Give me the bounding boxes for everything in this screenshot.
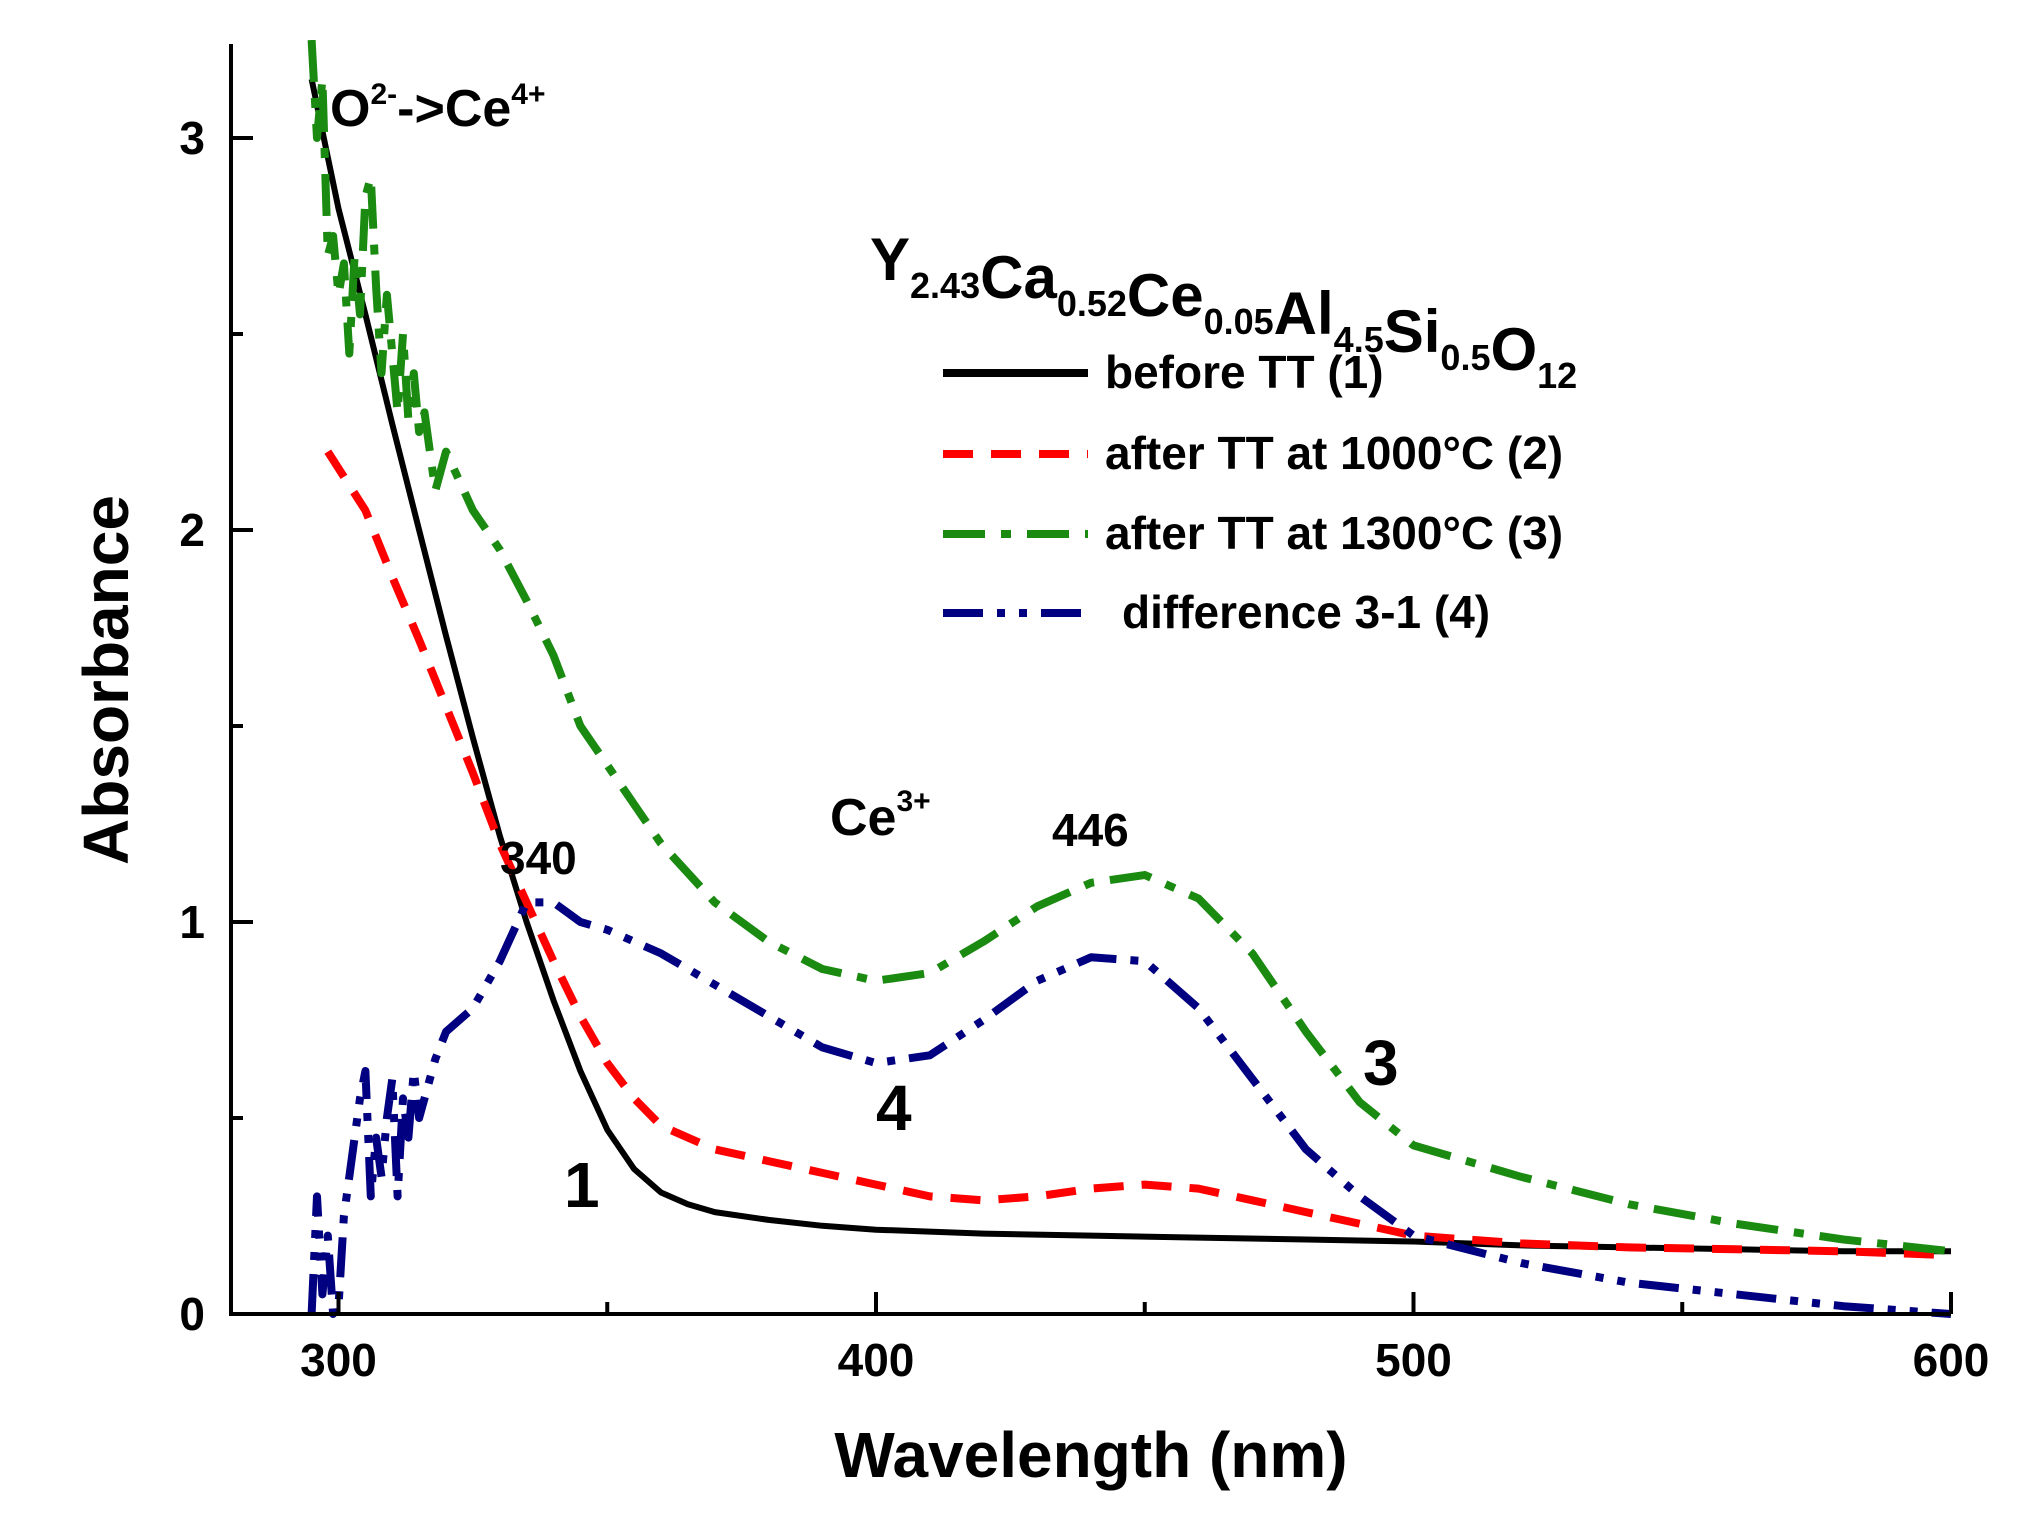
x-tick-label: 500 [1375,1334,1452,1386]
x-tick-label: 400 [838,1334,915,1386]
legend-label-4: difference 3-1 (4) [1122,586,1490,638]
ce3-charge: 3+ [896,785,930,818]
formula-element: Si [1384,298,1441,365]
legend-label-3: after TT at 1300°C (3) [1105,507,1563,559]
curve-label-4: 4 [876,1072,912,1144]
ce3-label: Ce [830,789,896,847]
ct-ce-label: ->Ce [397,80,511,138]
formula-element: Y [870,226,910,293]
charge-transfer-annotation: O2-->Ce4+ [330,78,546,138]
formula-subscript: 0.52 [1057,283,1127,324]
formula-subscript: 4.5 [1334,319,1384,360]
x-axis-title: Wavelength (nm) [834,1419,1347,1491]
y-tick-label: 1 [179,896,205,948]
series-layer [307,40,1951,1318]
series-line-4 [307,898,1951,1318]
y-tick-label: 2 [179,504,205,556]
series-line-3 [307,40,1951,1256]
formula-element: Ce [1127,262,1204,329]
curve-label-3: 3 [1363,1027,1399,1099]
peak-label-446: 446 [1052,804,1129,856]
formula-element: O [1490,316,1537,383]
legend-label-1: before TT (1) [1105,346,1384,398]
axes [229,44,1951,1316]
peak-label-340: 340 [500,832,577,884]
ct-o-charge: 2- [370,78,397,111]
y-axis-title: Absorbance [70,495,142,865]
ce3-annotation: Ce3+ [830,785,931,847]
sample-formula: Y2.43Ca0.52Ce0.05Al4.5Si0.5O12 [870,226,1577,396]
y-tick-label: 3 [179,112,205,164]
formula-subscript: 0.05 [1204,301,1274,342]
y-tick-label: 0 [179,1288,205,1340]
formula-element: Ca [980,244,1057,311]
formula-element: Al [1274,280,1334,347]
legend: before TT (1) after TT at 1000°C (2) after… [943,346,1563,638]
x-tick-label: 600 [1913,1334,1990,1386]
curve-labels: 1 3 4 [564,1027,1399,1221]
x-tick-label: 300 [300,1334,377,1386]
formula-subscript: 2.43 [910,265,980,306]
formula-subscript: 0.5 [1440,337,1490,378]
legend-label-2: after TT at 1000°C (2) [1105,427,1563,479]
formula-subscript: 12 [1537,355,1577,396]
ct-ce-charge: 4+ [511,78,545,111]
ct-o-label: O [330,80,370,138]
curve-label-1: 1 [564,1149,600,1221]
